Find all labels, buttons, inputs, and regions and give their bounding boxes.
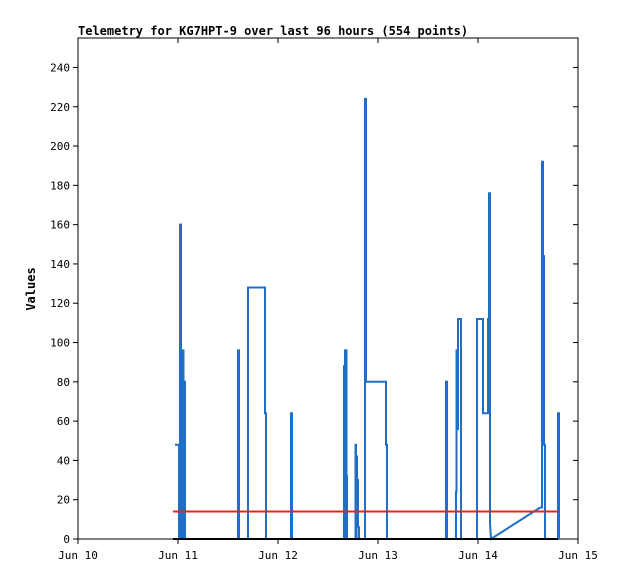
y-tick-label: 0 [63,533,70,546]
y-tick-label: 140 [50,258,70,271]
x-tick-label: Jun 11 [158,549,198,562]
y-tick-label: 220 [50,101,70,114]
x-tick-label: Jun 13 [358,549,398,562]
x-tick-label: Jun 10 [58,549,98,562]
series-line-0 [175,97,560,541]
y-tick-label: 240 [50,61,70,74]
y-tick-label: 120 [50,297,70,310]
y-tick-label: 20 [57,494,70,507]
x-tick-label: Jun 15 [558,549,598,562]
x-tick-label: Jun 12 [258,549,298,562]
y-tick-label: 200 [50,140,70,153]
axis-ticks: 0 20 40 60 80 100 120 140 160 180 200 220 240 Jun 10 J… [50,38,598,562]
y-tick-label: 180 [50,179,70,192]
y-tick-label: 40 [57,454,70,467]
y-tick-label: 80 [57,376,70,389]
series-layer [173,97,560,541]
x-tick-label: Jun 14 [458,549,498,562]
y-tick-label: 100 [50,337,70,350]
y-tick-label: 60 [57,415,70,428]
y-axis-label: Values [24,267,38,310]
y-tick-label: 160 [50,219,70,232]
chart-title: Telemetry for KG7HPT-9 over last 96 hour… [78,24,468,38]
